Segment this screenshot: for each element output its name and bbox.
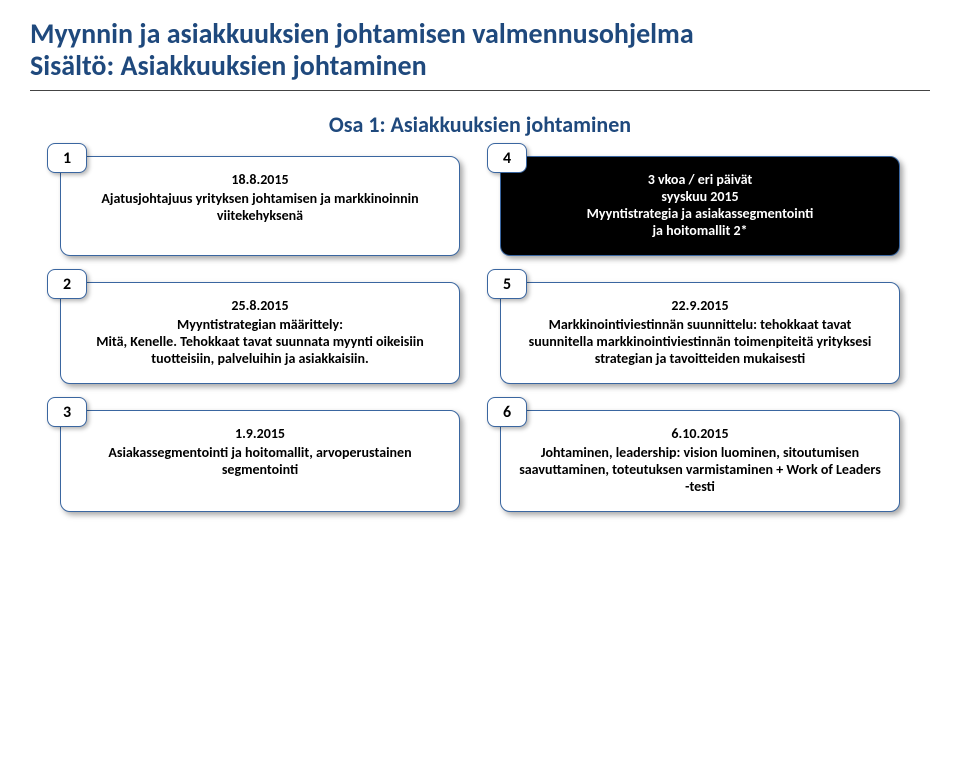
card-6: 6 6.10.2015 Johtaminen, leadership: visi… [500,410,900,512]
card-2: 2 25.8.2015 Myyntistrategian määrittely:… [60,282,460,384]
card-4-line3: Myyntistrategia ja asiakassegmentointi [517,205,883,222]
card-2-date: 25.8.2015 [77,297,443,314]
card-4: 4 3 vkoa / eri päivät syyskuu 2015 Myynt… [500,156,900,256]
title-line-1: Myynnin ja asiakkuuksien johtamisen valm… [30,18,960,50]
card-3-badge: 3 [47,397,87,427]
cards-grid: 1 18.8.2015 Ajatusjohtajuus yrityksen jo… [0,156,960,542]
card-4-line1: 3 vkoa / eri päivät [517,171,883,188]
card-4-line2: syyskuu 2015 [517,188,883,205]
card-2-body: Myyntistrategian määrittely: Mitä, Kenel… [96,316,424,367]
card-3: 3 1.9.2015 Asiakassegmentointi ja hoitom… [60,410,460,512]
card-5: 5 22.9.2015 Markkinointiviestinnän suunn… [500,282,900,384]
card-3-body: Asiakassegmentointi ja hoitomallit, arvo… [108,444,411,478]
page-title: Myynnin ja asiakkuuksien johtamisen valm… [30,18,960,82]
card-1-date: 18.8.2015 [77,171,443,188]
card-5-body: Markkinointiviestinnän suunnittelu: teho… [529,316,872,367]
card-1-body: Ajatusjohtajuus yrityksen johtamisen ja … [101,190,418,224]
card-5-date: 22.9.2015 [517,297,883,314]
section-heading: Osa 1: Asiakkuuksien johtaminen [0,111,960,138]
card-5-badge: 5 [487,269,527,299]
title-line-2: Sisältö: Asiakkuuksien johtaminen [30,50,960,82]
card-4-badge: 4 [487,143,527,173]
card-2-badge: 2 [47,269,87,299]
card-1: 1 18.8.2015 Ajatusjohtajuus yrityksen jo… [60,156,460,256]
card-6-date: 6.10.2015 [517,425,883,442]
card-3-date: 1.9.2015 [77,425,443,442]
title-underline [30,90,930,91]
card-4-line4: ja hoitomallit 2* [517,222,883,239]
card-6-body: Johtaminen, leadership: vision luominen,… [519,444,881,495]
card-1-badge: 1 [47,143,87,173]
card-6-badge: 6 [487,397,527,427]
